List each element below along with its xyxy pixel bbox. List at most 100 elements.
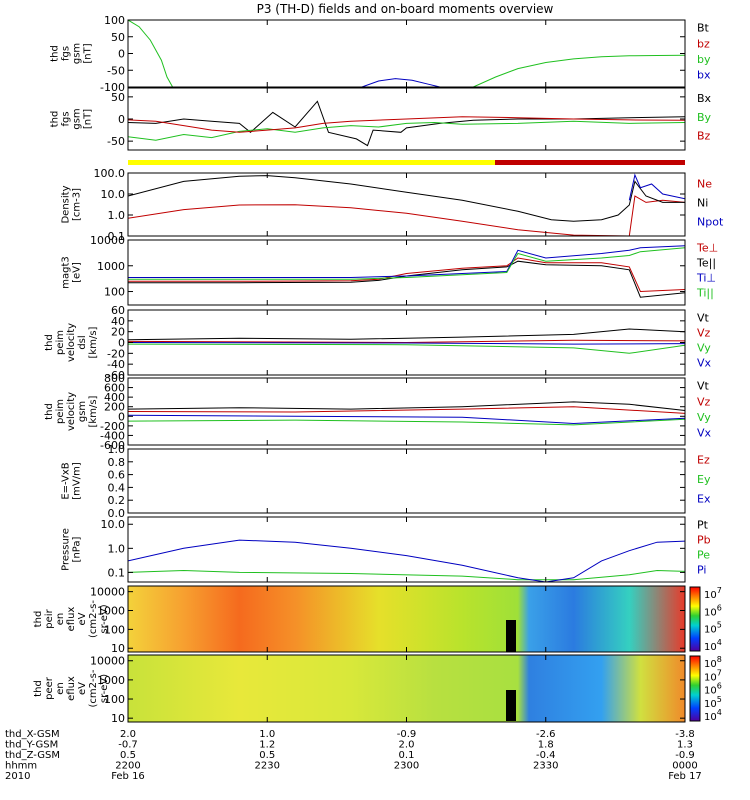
- y-tick-label: 1.0: [108, 209, 126, 222]
- series-line-Vx: [128, 414, 685, 425]
- y-axis-label: fgs: [61, 46, 72, 61]
- y-tick-label: 10: [111, 642, 125, 655]
- y-tick-label: 200: [104, 401, 125, 414]
- x-tick-label: 1.2: [259, 740, 275, 751]
- y-tick-label: 0.8: [108, 456, 126, 469]
- panel-2: -50 0 50 Bx By Bz thd fgs gsm [nT]: [50, 87, 712, 151]
- y-axis-label: Pressure: [61, 528, 72, 571]
- colorbar-label: 106: [704, 603, 722, 618]
- panel-frame: [127, 19, 686, 88]
- legend-bx: bx: [697, 68, 711, 81]
- y-tick-label: -600: [100, 439, 125, 452]
- y-tick-label: 0.1: [108, 230, 126, 243]
- y-axis-label: [nPa]: [72, 536, 83, 562]
- y-tick-label: 1.0: [108, 542, 126, 555]
- legend-Te||: Te||: [696, 256, 716, 269]
- y-tick-label: 100: [104, 693, 125, 706]
- panel-7: 0.00.20.40.60.81.0 Ez Ey Ex E=-VxB [mV/m]: [61, 443, 711, 520]
- legend-Te⊥: Te⊥: [696, 241, 718, 254]
- y-axis-label: eflux: [66, 676, 77, 701]
- series-line-Vx: [128, 342, 685, 345]
- y-tick-label: 1000: [97, 674, 125, 687]
- y-axis-label: [nT]: [83, 109, 94, 129]
- legend-Pt: Pt: [697, 518, 709, 531]
- legend-by: by: [697, 53, 711, 66]
- panel-frame: [127, 239, 686, 306]
- y-tick-label: 0.6: [108, 469, 126, 482]
- series-line-Npot: [628, 173, 685, 201]
- bar-yellow: [128, 160, 495, 165]
- x-tick-label: 2200: [115, 761, 140, 772]
- y-tick-label: 10.0: [101, 518, 126, 531]
- y-axis-label: en: [55, 682, 66, 695]
- legend-bz: bz: [697, 37, 710, 50]
- x-tick-label: -0.9: [675, 750, 695, 761]
- series-line-Ne: [128, 195, 685, 236]
- y-axis-label: [mV/m]: [72, 462, 83, 500]
- y-axis-label: [nT]: [83, 43, 94, 63]
- y-axis-label: eV: [77, 612, 88, 625]
- y-tick-label: 50: [111, 31, 125, 44]
- colorbar-label: 105: [704, 621, 722, 636]
- y-axis-label: [km/s]: [88, 395, 99, 427]
- series-line-Ni: [128, 175, 685, 222]
- y-axis-label: thd: [44, 403, 55, 420]
- y-tick-label: 0: [118, 337, 125, 350]
- x-tick-label: 0.1: [399, 750, 415, 761]
- colorbar: [689, 655, 701, 722]
- y-tick-label: 0.2: [108, 494, 126, 507]
- series-line-Vz: [128, 339, 685, 344]
- y-tick-label: 0.1: [108, 566, 126, 579]
- series-line-Te||: [128, 260, 685, 298]
- x-tick-label: Feb 17: [668, 771, 702, 782]
- x-axis-table: thd_X-GSM 2.0 1.0 -0.9 -2.6 -3.8 thd_Y-GSM -0.7…: [5, 20, 702, 782]
- series-group: [128, 100, 685, 147]
- series-group: [128, 173, 685, 236]
- y-tick-label: -50: [107, 135, 125, 148]
- panel-3: 0.1 1.0 10.0 100.0 Ne Ni Npot Density [cm-3]: [61, 167, 724, 243]
- series-line-Vy: [128, 343, 685, 354]
- y-axis-label: [eV]: [72, 262, 83, 283]
- y-axis-label: peir: [44, 608, 55, 628]
- panel-frame: [127, 172, 686, 237]
- x-row-label: thd_X-GSM: [5, 729, 60, 740]
- x-row-label: hhmm: [5, 761, 37, 772]
- legend-By: By: [697, 111, 712, 124]
- y-tick-label: -400: [100, 429, 125, 442]
- legend-Npot: Npot: [697, 216, 724, 229]
- x-tick-label: -2.6: [536, 729, 556, 740]
- y-axis-label: magt3: [61, 256, 72, 289]
- x-tick-label: -0.7: [118, 740, 138, 751]
- y-axis-label: peim: [55, 330, 66, 355]
- x-row-label: thd_Z-GSM: [5, 750, 60, 761]
- series-group: [128, 401, 685, 426]
- series-line-Vy: [128, 418, 685, 426]
- series-line-Pi: [128, 539, 685, 582]
- y-axis-label: Density: [61, 185, 72, 223]
- x-tick-label: Feb 16: [111, 771, 145, 782]
- y-tick-label: 100: [104, 623, 125, 636]
- x-tick-label: 2300: [394, 761, 419, 772]
- x-row-label: 2010: [5, 771, 30, 782]
- y-axis-label: gsm: [72, 43, 83, 64]
- series-line-Ti||: [128, 247, 685, 280]
- series-group: [128, 539, 685, 582]
- y-axis-label: [cm-3]: [72, 188, 83, 221]
- orientation-bar: [128, 160, 685, 165]
- y-axis-label: velocity: [66, 392, 77, 431]
- x-tick-label: 2330: [533, 761, 558, 772]
- x-tick-label: 0.5: [259, 750, 275, 761]
- legend-Pb: Pb: [697, 533, 711, 546]
- panel-frame: [127, 448, 686, 514]
- series-group: [128, 20, 685, 87]
- series-group: [128, 328, 685, 354]
- y-tick-label: 100: [104, 286, 125, 299]
- y-tick-label: 0: [118, 48, 125, 61]
- y-tick-label: 1.0: [108, 443, 126, 456]
- spectrogram-image: [128, 655, 685, 722]
